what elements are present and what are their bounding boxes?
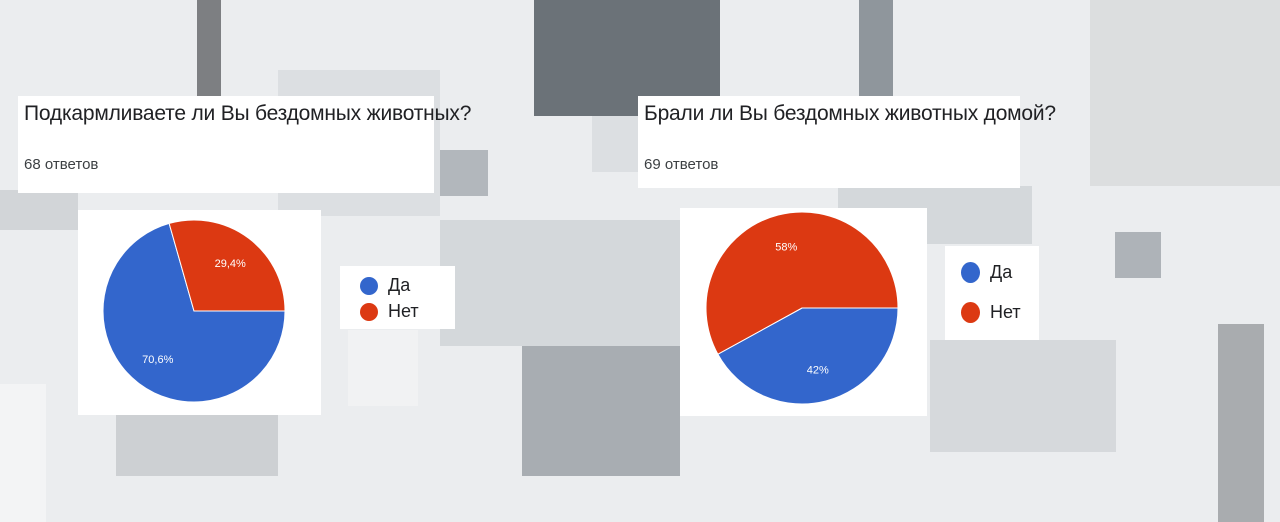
background-block bbox=[522, 346, 680, 476]
background-block bbox=[1115, 232, 1161, 278]
pie-label-no: 29,4% bbox=[215, 258, 246, 270]
pie-slice-no bbox=[168, 219, 286, 312]
background-block bbox=[1090, 0, 1280, 186]
pie-label-yes: 70,6% bbox=[142, 354, 173, 366]
legend-swatch-no bbox=[360, 302, 378, 321]
legend-label-yes: Да bbox=[388, 275, 411, 295]
background-block bbox=[0, 384, 46, 522]
chart-2-legend-item-yes: Да bbox=[961, 262, 1012, 283]
pie-label-no: 58% bbox=[775, 242, 797, 254]
background-block bbox=[1218, 324, 1264, 522]
chart-2-pie: 42% 58% bbox=[705, 211, 899, 405]
chart-1-response-count: 68 ответов bbox=[24, 156, 99, 173]
legend-label-yes: Да bbox=[990, 262, 1013, 282]
chart-2-pie-card: 42% 58% bbox=[680, 208, 927, 416]
chart-1-title: Подкармливаете ли Вы бездомных животных? bbox=[24, 102, 472, 125]
chart-2-legend-item-no: Нет bbox=[961, 302, 1021, 323]
chart-2-response-count: 69 ответов bbox=[644, 156, 719, 173]
pie-label-yes: 42% bbox=[807, 364, 829, 376]
background-block bbox=[440, 220, 680, 346]
chart-2-title-card: Брали ли Вы бездомных животных домой? 69… bbox=[638, 96, 1056, 188]
legend-swatch-yes bbox=[961, 262, 980, 283]
legend-swatch-yes bbox=[360, 276, 378, 295]
pie-slice-yes bbox=[717, 307, 899, 405]
background-block bbox=[859, 0, 893, 106]
background-block bbox=[592, 116, 640, 172]
chart-1-title-card: Подкармливаете ли Вы бездомных животных?… bbox=[18, 96, 471, 193]
background-block bbox=[348, 330, 418, 406]
background-block bbox=[440, 150, 488, 196]
chart-2-title: Брали ли Вы бездомных животных домой? bbox=[644, 102, 1056, 125]
chart-1-legend: Да Нет bbox=[340, 266, 455, 329]
background-block bbox=[0, 190, 78, 230]
background-block bbox=[116, 414, 278, 476]
background-block bbox=[197, 0, 221, 100]
chart-1-pie: 70,6% 29,4% bbox=[102, 219, 286, 403]
background-block bbox=[930, 340, 1116, 452]
chart-1-legend-item-no: Нет bbox=[360, 301, 419, 322]
pie-slice-no bbox=[705, 211, 899, 355]
pie-slice-yes bbox=[102, 222, 286, 403]
legend-label-no: Нет bbox=[388, 301, 419, 321]
legend-label-no: Нет bbox=[990, 302, 1021, 322]
legend-swatch-no bbox=[961, 302, 980, 323]
chart-2-legend: Да Нет bbox=[945, 246, 1039, 340]
chart-1-legend-item-yes: Да bbox=[360, 275, 410, 296]
chart-1-pie-card: 70,6% 29,4% bbox=[78, 210, 321, 415]
